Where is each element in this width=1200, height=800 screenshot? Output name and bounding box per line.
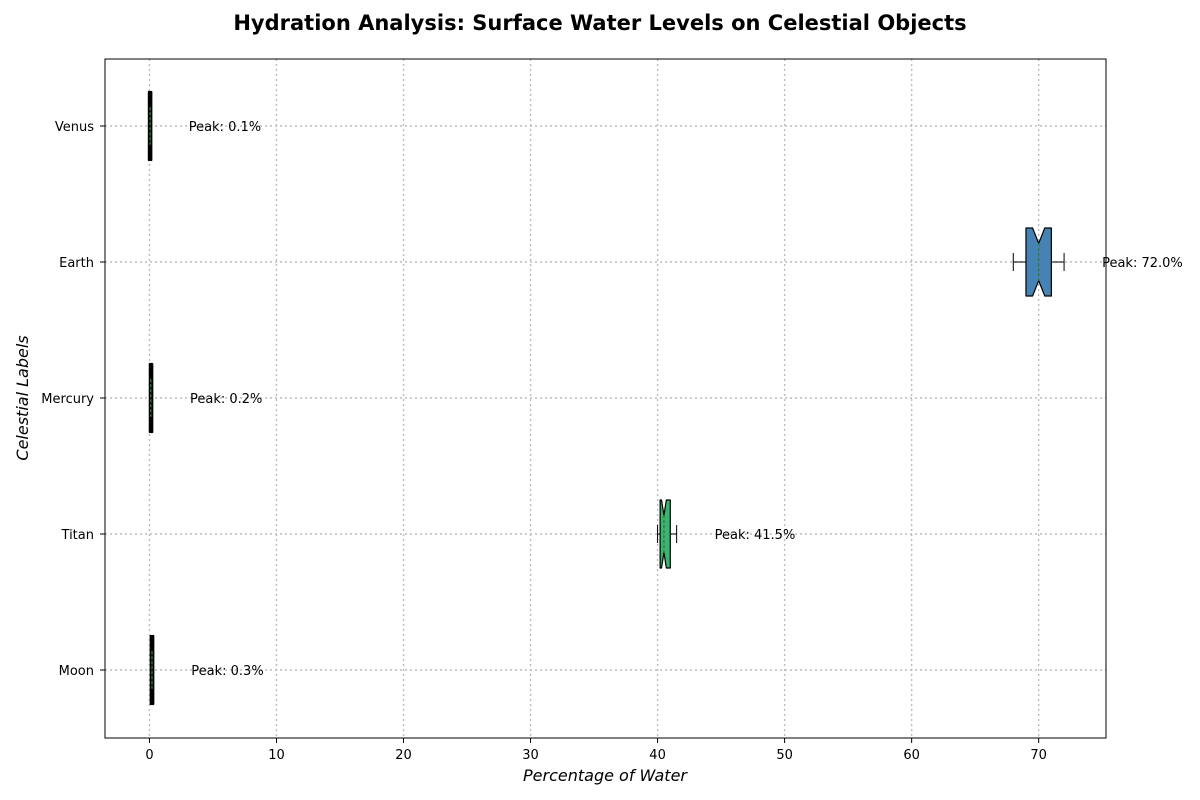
box-venus <box>147 90 153 162</box>
peak-annotation: Peak: 0.3% <box>191 664 263 679</box>
grid-lines <box>105 59 1106 738</box>
y-tick-label: Moon <box>59 664 94 679</box>
box-earth <box>1012 227 1065 297</box>
peak-annotation: Peak: 72.0% <box>1102 256 1183 271</box>
x-tick-label: 10 <box>268 748 285 763</box>
x-tick-label: 70 <box>1030 748 1047 763</box>
y-axis-label: Celestial Labels <box>13 335 32 460</box>
x-tick-label: 30 <box>522 748 539 763</box>
x-tick-label: 60 <box>903 748 920 763</box>
peak-annotation: Peak: 0.1% <box>189 120 261 135</box>
y-tick-label: Venus <box>55 120 94 135</box>
chart-title: Hydration Analysis: Surface Water Levels… <box>233 11 967 35</box>
box-layer <box>147 90 1065 706</box>
box-body <box>148 362 154 434</box>
box-body <box>659 499 671 569</box>
box-body <box>147 90 153 162</box>
y-tick-label: Earth <box>59 256 94 271</box>
box-titan <box>657 499 678 569</box>
annotation-layer: Peak: 0.3% Peak: 41.5% Peak: 0.2% Peak: 72.… <box>189 120 1183 679</box>
box-body <box>149 634 155 706</box>
x-tick-label: 50 <box>776 748 793 763</box>
peak-annotation: Peak: 41.5% <box>715 528 796 543</box>
peak-annotation: Peak: 0.2% <box>190 392 262 407</box>
x-tick-label: 0 <box>145 748 153 763</box>
x-tick-label: 20 <box>395 748 412 763</box>
x-axis-label: Percentage of Water <box>523 766 688 785</box>
x-tick-label: 40 <box>649 748 666 763</box>
tick-layer: 0 10 20 30 40 50 60 70 Moon Titan Mercury Earth Venu… <box>41 120 1047 763</box>
y-tick-label: Titan <box>61 528 94 543</box>
box-mercury <box>148 362 154 434</box>
y-tick-label: Mercury <box>41 392 94 407</box>
box-body <box>1025 227 1052 297</box>
box-moon <box>149 634 155 706</box>
